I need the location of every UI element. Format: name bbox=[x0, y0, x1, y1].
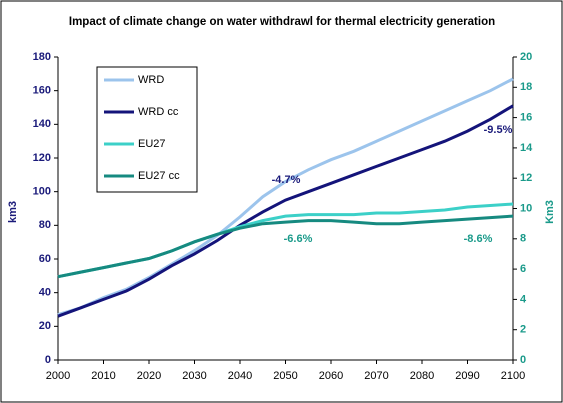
x-tick-label: 2040 bbox=[228, 370, 252, 382]
y2-tick-label: 0 bbox=[520, 354, 526, 366]
y2-tick-label: 10 bbox=[520, 202, 532, 214]
y2-tick-label: 14 bbox=[520, 142, 533, 154]
annotation: -9.5% bbox=[484, 124, 513, 136]
annotation: -6.6% bbox=[284, 233, 313, 245]
x-tick-label: 2090 bbox=[455, 370, 479, 382]
y2-tick-label: 18 bbox=[520, 81, 532, 93]
y2-tick-label: 8 bbox=[520, 233, 526, 245]
annotation: -8.6% bbox=[464, 233, 493, 245]
y-axis-label: km3 bbox=[7, 201, 19, 223]
x-tick-label: 2000 bbox=[46, 370, 70, 382]
y-tick-label: 0 bbox=[45, 354, 51, 366]
y-tick-label: 80 bbox=[39, 219, 51, 231]
x-tick-label: 2020 bbox=[137, 370, 161, 382]
y2-tick-label: 2 bbox=[520, 324, 526, 336]
y2-tick-label: 16 bbox=[520, 112, 532, 124]
y-tick-label: 20 bbox=[39, 320, 51, 332]
series-line bbox=[57, 214, 514, 279]
y-tick-label: 120 bbox=[33, 152, 51, 164]
x-tick-label: 2100 bbox=[501, 370, 525, 382]
x-tick-label: 2070 bbox=[364, 370, 388, 382]
y-tick-label: 40 bbox=[39, 287, 51, 299]
annotation: -4.7% bbox=[272, 174, 301, 186]
y-tick-label: 60 bbox=[39, 253, 51, 265]
legend-label: EU27 cc bbox=[138, 170, 180, 182]
y2-tick-label: 4 bbox=[520, 293, 527, 305]
y-tick-label: 100 bbox=[33, 186, 51, 198]
x-tick-label: 2060 bbox=[319, 370, 343, 382]
legend-label: WRD bbox=[138, 74, 164, 86]
legend-label: WRD cc bbox=[138, 106, 179, 118]
series-line bbox=[57, 77, 514, 317]
legend-box bbox=[96, 66, 198, 193]
chart-title: Impact of climate change on water withdr… bbox=[69, 16, 495, 28]
x-tick-label: 2030 bbox=[182, 370, 206, 382]
y2-tick-label: 20 bbox=[520, 51, 532, 63]
y-tick-label: 160 bbox=[33, 85, 51, 97]
y2-axis-label: Km3 bbox=[544, 200, 556, 224]
y2-tick-label: 6 bbox=[520, 263, 526, 275]
y2-tick-label: 12 bbox=[520, 172, 532, 184]
y-tick-label: 180 bbox=[33, 51, 51, 63]
legend-label: EU27 bbox=[138, 138, 166, 150]
x-tick-label: 2050 bbox=[273, 370, 297, 382]
series-line bbox=[57, 104, 514, 318]
y-tick-label: 140 bbox=[33, 118, 51, 130]
x-tick-label: 2010 bbox=[91, 370, 115, 382]
x-tick-label: 2080 bbox=[410, 370, 434, 382]
